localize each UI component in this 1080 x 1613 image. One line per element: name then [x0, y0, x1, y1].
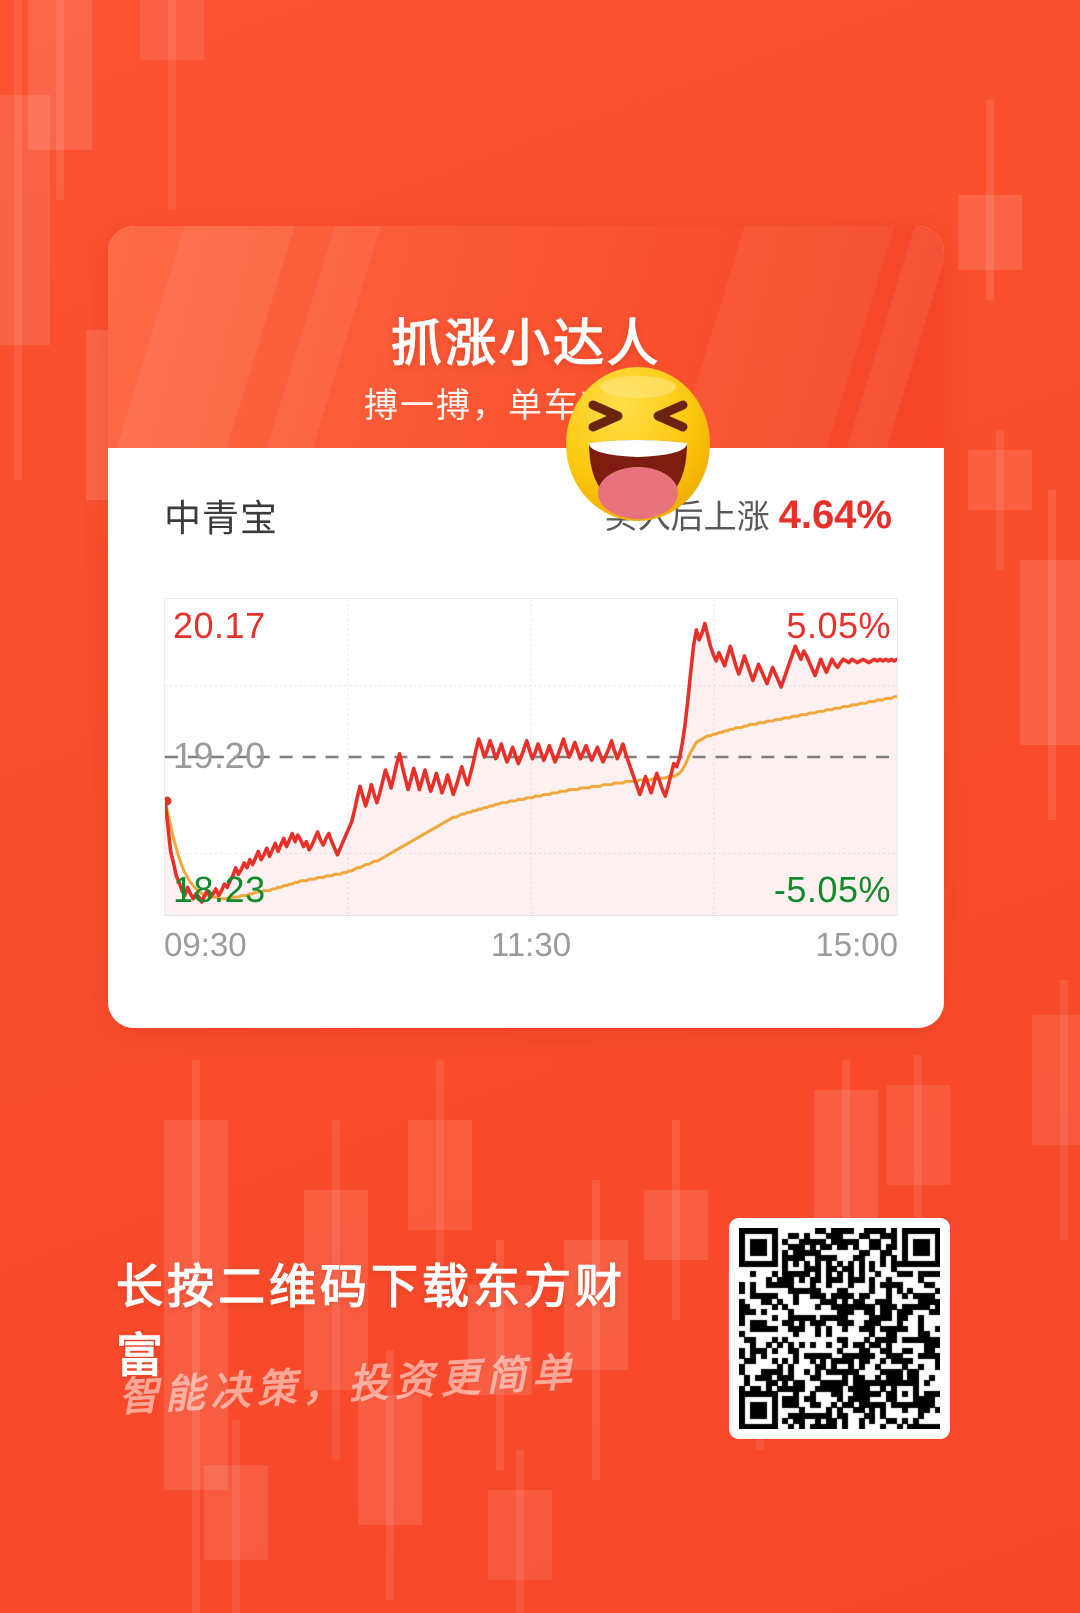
- chart-time-axis: 09:30 11:30 15:00: [164, 926, 898, 970]
- qr-code-image: [739, 1228, 940, 1429]
- laughing-face-emoji: [566, 367, 710, 521]
- card-header: 抓涨小达人 搏一搏，单车变摩托: [108, 226, 944, 448]
- gain-value: 4.64%: [778, 493, 892, 537]
- time-tick-close: 15:00: [815, 926, 898, 963]
- stock-name: 中青宝: [164, 498, 278, 539]
- quote-row: 中青宝 买入后上涨 4.64%: [108, 488, 944, 552]
- card-subtitle: 搏一搏，单车变摩托: [364, 387, 688, 425]
- chart-high-price-label: 20.17: [173, 605, 266, 646]
- qr-code[interactable]: [729, 1218, 950, 1439]
- chart-low-price-label: 18.23: [173, 869, 266, 910]
- promo-card: 抓涨小达人 搏一搏，单车变摩托 中青宝 买入后上涨 4.64% 20.17 5.0…: [108, 226, 944, 1028]
- card-title: 抓涨小达人: [390, 315, 661, 372]
- time-tick-mid: 11:30: [490, 926, 572, 963]
- download-cta-text: 长按二维码下载东方财富: [116, 1260, 626, 1382]
- chart-mid-price-label: 19.20: [173, 735, 266, 777]
- chart-high-pct-label: 5.05%: [786, 605, 891, 646]
- chart-low-pct-label: -5.05%: [773, 869, 891, 910]
- time-tick-open: 09:30: [164, 926, 247, 963]
- chart-plot: [165, 599, 897, 915]
- intraday-chart: 20.17 5.05% 19.20 18.23 -5.05%: [164, 598, 898, 916]
